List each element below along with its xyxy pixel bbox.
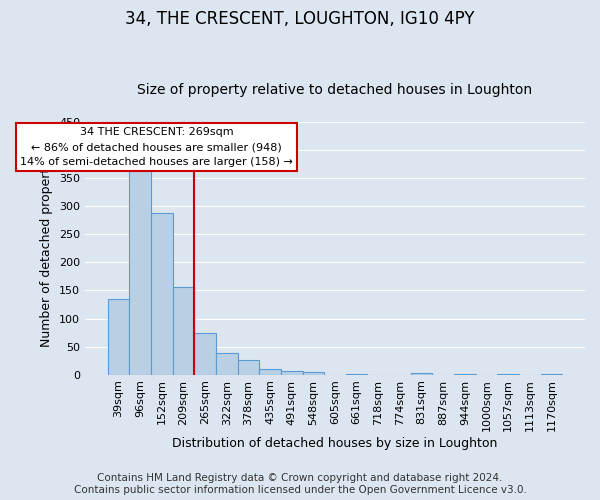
- Text: Contains HM Land Registry data © Crown copyright and database right 2024.
Contai: Contains HM Land Registry data © Crown c…: [74, 474, 526, 495]
- Bar: [173, 287, 194, 374]
- Bar: [130, 166, 151, 374]
- Bar: [281, 371, 302, 374]
- Bar: [259, 368, 281, 374]
- Y-axis label: Number of detached properties: Number of detached properties: [40, 150, 53, 346]
- Bar: [302, 372, 324, 374]
- X-axis label: Distribution of detached houses by size in Loughton: Distribution of detached houses by size …: [172, 437, 497, 450]
- Text: 34 THE CRESCENT: 269sqm
← 86% of detached houses are smaller (948)
14% of semi-d: 34 THE CRESCENT: 269sqm ← 86% of detache…: [20, 128, 293, 167]
- Bar: [411, 373, 433, 374]
- Bar: [216, 354, 238, 374]
- Title: Size of property relative to detached houses in Loughton: Size of property relative to detached ho…: [137, 83, 533, 97]
- Text: 34, THE CRESCENT, LOUGHTON, IG10 4PY: 34, THE CRESCENT, LOUGHTON, IG10 4PY: [125, 10, 475, 28]
- Bar: [108, 299, 130, 374]
- Bar: [194, 332, 216, 374]
- Bar: [238, 360, 259, 374]
- Bar: [151, 213, 173, 374]
